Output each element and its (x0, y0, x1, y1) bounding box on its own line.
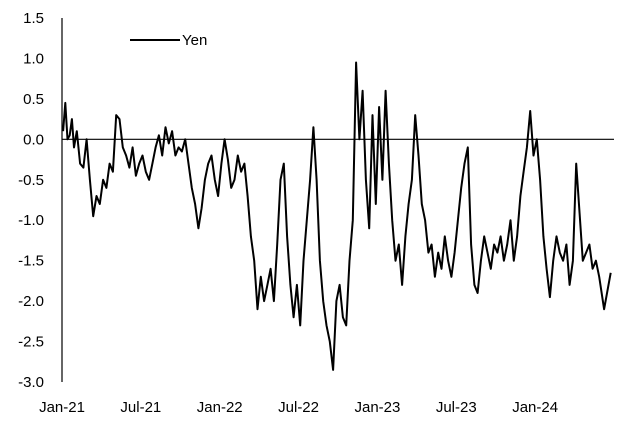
y-tick-label: -2.0 (18, 293, 44, 310)
x-tick-label: Jul-23 (436, 399, 477, 416)
x-tick-label: Jan-24 (512, 399, 558, 416)
y-axis-ticks: 1.5 1.0 0.5 0.0 -0.5 -1.0 -1.5 -2.0 -2.5 -3.0 (18, 10, 44, 391)
y-tick-label: 0.0 (23, 131, 44, 148)
y-tick-label: 0.5 (23, 91, 44, 108)
legend: Yen (130, 32, 207, 49)
y-tick-label: -3.0 (18, 374, 44, 391)
y-tick-label: -1.0 (18, 212, 44, 229)
y-tick-label: 1.0 (23, 50, 44, 67)
y-tick-label: 1.5 (23, 10, 44, 27)
x-tick-label: Jan-23 (354, 399, 400, 416)
legend-label-yen: Yen (182, 32, 207, 49)
y-tick-label: -0.5 (18, 172, 44, 189)
x-tick-label: Jan-22 (197, 399, 243, 416)
x-tick-label: Jul-22 (278, 399, 319, 416)
x-axis-ticks: Jan-21 Jul-21 Jan-22 Jul-22 Jan-23 Jul-23 Jan-… (39, 399, 558, 416)
y-tick-label: -1.5 (18, 253, 44, 270)
x-tick-label: Jan-21 (39, 399, 85, 416)
y-tick-label: -2.5 (18, 334, 44, 351)
x-tick-label: Jul-21 (120, 399, 161, 416)
series-line-yen (62, 61, 612, 371)
